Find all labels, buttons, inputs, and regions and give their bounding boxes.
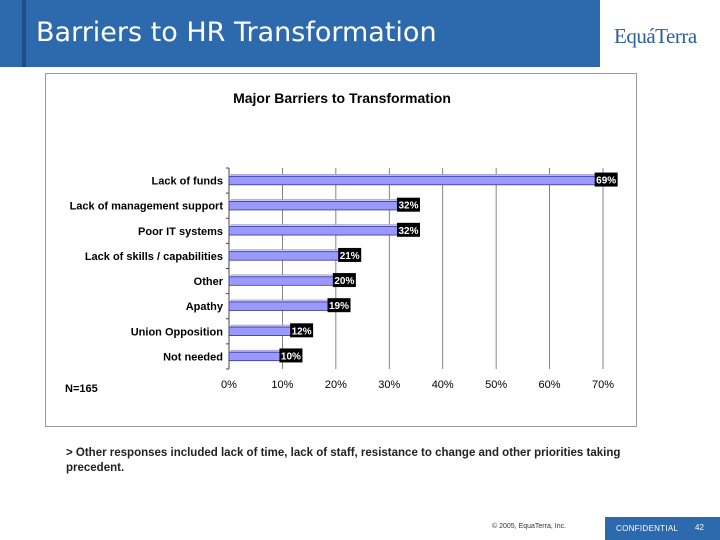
chart-title: Major Barriers to Transformation <box>233 90 451 106</box>
data-label: 32% <box>398 226 418 237</box>
data-label: 32% <box>398 201 418 212</box>
bar <box>228 351 283 362</box>
data-label-bg <box>594 172 618 187</box>
data-label-bg <box>338 247 362 262</box>
copyright: © 2005, EquaTerra, Inc. <box>492 523 567 530</box>
data-label: 12% <box>292 326 312 337</box>
data-label-bg <box>279 348 303 363</box>
data-label-bg <box>396 222 420 237</box>
data-label-bg <box>332 273 356 288</box>
bar <box>228 175 599 186</box>
sample-size-label: N=165 <box>65 383 98 395</box>
x-tick-label: 30% <box>378 379 400 391</box>
bar <box>228 276 337 286</box>
header-bar <box>0 0 600 67</box>
x-tick-label: 60% <box>539 379 561 391</box>
category-label: Not needed <box>163 351 223 363</box>
bar <box>228 326 294 336</box>
data-label: 21% <box>340 251 360 262</box>
x-tick-label: 0% <box>221 379 237 391</box>
x-tick-label: 10% <box>271 379 293 391</box>
category-label: Union Opposition <box>131 326 224 338</box>
category-label: Other <box>194 276 224 288</box>
footer-box <box>605 517 720 540</box>
category-label: Lack of management support <box>70 201 224 213</box>
slide-title: Barriers to HR Transformation <box>36 17 437 48</box>
category-label: Poor IT systems <box>138 226 223 238</box>
data-label: 20% <box>334 276 354 287</box>
x-tick-label: 50% <box>485 379 507 391</box>
page-number: 42 <box>695 523 704 532</box>
x-tick-label: 70% <box>592 379 614 391</box>
x-tick-label: 40% <box>432 379 454 391</box>
x-tick-label: 20% <box>325 379 347 391</box>
data-label: 69% <box>596 176 616 187</box>
bar <box>228 226 401 236</box>
data-label-bg <box>327 298 351 313</box>
data-label: 10% <box>281 351 301 362</box>
data-label-bg <box>290 323 314 338</box>
data-label-bg <box>396 197 420 212</box>
bar <box>228 301 331 311</box>
header-accent <box>22 0 26 67</box>
bar <box>228 201 401 211</box>
category-label: Lack of skills / capabilities <box>85 251 223 263</box>
equaterra-logo: EquáTerra <box>614 24 697 48</box>
footnote: > Other responses included lack of time,… <box>66 447 621 474</box>
data-label: 19% <box>329 301 349 312</box>
confidential-label: CONFIDENTIAL <box>616 524 679 533</box>
bar <box>228 251 342 261</box>
category-label: Lack of funds <box>151 176 223 188</box>
category-label: Apathy <box>186 301 224 313</box>
